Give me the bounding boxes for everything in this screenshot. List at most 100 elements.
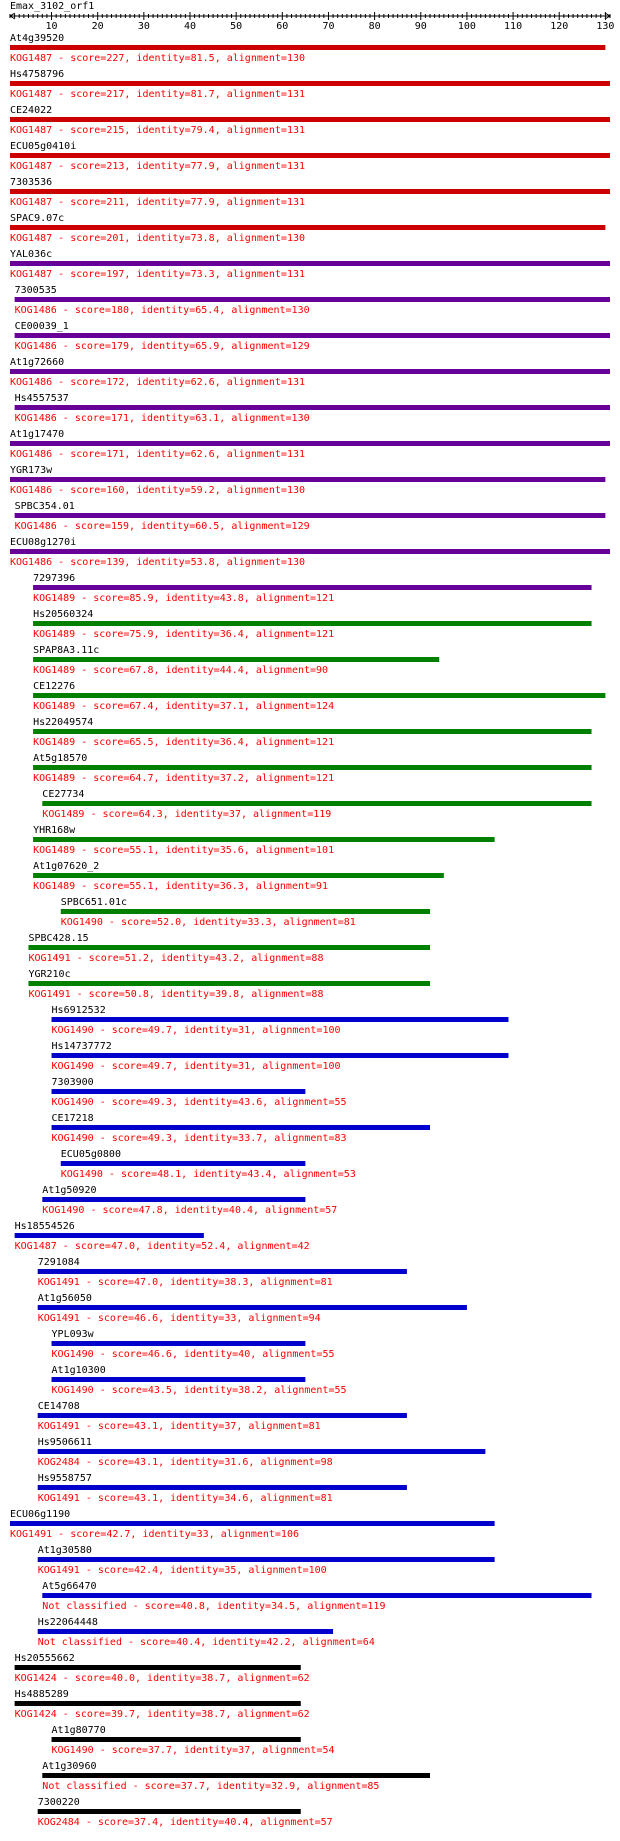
axis-tick-label: 30 xyxy=(138,21,150,32)
hit-track: 7300220 KOG2484 - score=37.4, identity=40… xyxy=(37,1797,333,1828)
position-axis: 10 20 30 40 50 60 70 80 90 100 110 120 130 xyxy=(9,12,614,32)
hit-bar xyxy=(10,189,610,194)
hit-name: CE24022 xyxy=(10,105,52,116)
hit-track: Hs20555662 KOG1424 - score=40.0, identity… xyxy=(14,1653,310,1684)
hit-track: Hs18554526 KOG1487 - score=47.0, identity… xyxy=(14,1221,310,1252)
hit-track: At1g72660 KOG1486 - score=172, identity=6… xyxy=(10,357,610,388)
hit-bar xyxy=(37,1629,334,1634)
hit-description: KOG1489 - score=67.8, identity=44.4, ali… xyxy=(33,665,328,676)
hit-track: SPAC9.07c KOG1487 - score=201, identity=7… xyxy=(10,213,606,244)
hit-bar xyxy=(51,1089,306,1094)
hit-description: KOG1491 - score=46.6, identity=33, align… xyxy=(38,1313,321,1324)
hit-tracks: At4g39520 KOG1487 - score=227, identity=8… xyxy=(10,33,611,1828)
hit-name: Hs18554526 xyxy=(15,1221,75,1232)
hit-bar xyxy=(14,1233,204,1238)
hit-track: SPBC651.01c KOG1490 - score=52.0, identit… xyxy=(60,897,431,928)
hit-description: KOG1491 - score=42.4, identity=35, align… xyxy=(38,1565,327,1576)
hit-name: At5g18570 xyxy=(33,753,87,764)
hit-description: KOG1490 - score=47.8, identity=40.4, ali… xyxy=(42,1205,337,1216)
hit-bar xyxy=(14,405,611,410)
hit-name: Hs14737772 xyxy=(52,1041,112,1052)
hit-track: At1g10300 KOG1490 - score=43.5, identity=… xyxy=(51,1365,347,1396)
hit-bar xyxy=(37,1305,467,1310)
hit-name: Hs4557537 xyxy=(15,393,69,404)
hit-bar xyxy=(42,1593,592,1598)
hit-bar xyxy=(51,1017,509,1022)
hit-track: SPBC354.01 KOG1486 - score=159, identity=… xyxy=(14,501,606,532)
hit-bar xyxy=(10,225,606,230)
hit-bar xyxy=(10,369,610,374)
hit-name: Hs4758796 xyxy=(10,69,64,80)
hit-track: 7291084 KOG1491 - score=47.0, identity=38… xyxy=(37,1257,407,1288)
hit-name: At1g30960 xyxy=(42,1761,96,1772)
hit-bar xyxy=(33,585,592,590)
query-title: Emax_3102_orf1 xyxy=(10,1,94,12)
hit-bar xyxy=(37,1269,407,1274)
hit-bar xyxy=(14,1701,301,1706)
hit-track: 7300535 KOG1486 - score=180, identity=65.… xyxy=(14,285,611,316)
hit-description: KOG1491 - score=43.1, identity=34.6, ali… xyxy=(38,1493,333,1504)
hit-track: CE12276 KOG1489 - score=67.4, identity=37… xyxy=(33,681,606,712)
hit-name: At1g07620_2 xyxy=(33,861,99,872)
hit-name: 7297396 xyxy=(33,573,75,584)
axis-tick-label: 50 xyxy=(230,21,242,32)
hit-bar xyxy=(37,1485,407,1490)
hit-track: At1g80770 KOG1490 - score=37.7, identity=… xyxy=(51,1725,335,1756)
hit-name: 7291084 xyxy=(38,1257,80,1268)
hit-name: YHR168w xyxy=(33,825,76,836)
hit-name: Hs9506611 xyxy=(38,1437,92,1448)
hit-bar xyxy=(33,837,495,842)
hit-description: KOG1490 - score=49.3, identity=33.7, ali… xyxy=(52,1133,347,1144)
hit-name: YAL036c xyxy=(10,249,52,260)
hit-description: KOG1489 - score=75.9, identity=36.4, ali… xyxy=(33,629,334,640)
hit-bar xyxy=(10,1521,495,1526)
hit-track: At4g39520 KOG1487 - score=227, identity=8… xyxy=(10,33,606,64)
hit-bar xyxy=(14,333,611,338)
hit-bar xyxy=(42,1197,306,1202)
hit-description: KOG1491 - score=50.8, identity=39.8, ali… xyxy=(28,989,323,1000)
hit-bar xyxy=(42,1773,431,1778)
hit-track: At1g30580 KOG1491 - score=42.4, identity=… xyxy=(37,1545,495,1576)
hit-name: 7300220 xyxy=(38,1797,80,1808)
hit-name: SPBC354.01 xyxy=(15,501,75,512)
hit-description: KOG1424 - score=39.7, identity=38.7, ali… xyxy=(15,1709,310,1720)
hit-description: KOG1489 - score=67.4, identity=37.1, ali… xyxy=(33,701,334,712)
hit-name: SPBC428.15 xyxy=(28,933,88,944)
hit-name: Hs6912532 xyxy=(52,1005,106,1016)
hit-bar xyxy=(42,801,592,806)
hit-track: ECU05g0410i KOG1487 - score=213, identity… xyxy=(10,141,610,172)
hit-name: 7303536 xyxy=(10,177,52,188)
hit-description: KOG1487 - score=47.0, identity=52.4, ali… xyxy=(15,1241,310,1252)
hit-description: KOG1490 - score=49.3, identity=43.6, ali… xyxy=(52,1097,347,1108)
hit-description: KOG1490 - score=46.6, identity=40, align… xyxy=(52,1349,335,1360)
hit-description: KOG1486 - score=180, identity=65.4, alig… xyxy=(15,305,310,316)
hit-name: ECU05g0800 xyxy=(61,1149,121,1160)
hit-description: KOG1491 - score=42.7, identity=33, align… xyxy=(10,1529,299,1540)
axis-tick-label: 20 xyxy=(92,21,104,32)
hit-description: Not classified - score=40.8, identity=34… xyxy=(42,1601,385,1612)
hit-description: KOG1487 - score=201, identity=73.8, alig… xyxy=(10,233,305,244)
hit-bar xyxy=(10,117,610,122)
hit-description: KOG1491 - score=47.0, identity=38.3, ali… xyxy=(38,1277,333,1288)
hit-track: YAL036c KOG1487 - score=197, identity=73.… xyxy=(10,249,610,280)
hit-description: KOG1487 - score=197, identity=73.3, alig… xyxy=(10,269,305,280)
hit-description: KOG1487 - score=211, identity=77.9, alig… xyxy=(10,197,305,208)
hit-name: Hs22049574 xyxy=(33,717,93,728)
hit-bar xyxy=(28,945,430,950)
hit-track: Hs4885289 KOG1424 - score=39.7, identity=… xyxy=(14,1689,310,1720)
hit-bar xyxy=(51,1377,306,1382)
hit-bar xyxy=(10,153,610,158)
hit-description: KOG1490 - score=37.7, identity=37, align… xyxy=(52,1745,335,1756)
hit-track: CE17218 KOG1490 - score=49.3, identity=33… xyxy=(51,1113,431,1144)
hit-bar xyxy=(37,1809,301,1814)
hit-name: CE27734 xyxy=(42,789,84,800)
hit-track: At1g17470 KOG1486 - score=171, identity=6… xyxy=(10,429,610,460)
hit-track: 7297396 KOG1489 - score=85.9, identity=43… xyxy=(33,573,592,604)
axis-tick-label: 100 xyxy=(458,21,476,32)
hit-bar xyxy=(33,621,592,626)
hit-name: Hs22064448 xyxy=(38,1617,98,1628)
hit-track: CE00039_1 KOG1486 - score=179, identity=6… xyxy=(14,321,611,352)
axis-tick-label: 130 xyxy=(596,21,614,32)
hit-track: At5g66470 Not classified - score=40.8, id… xyxy=(42,1581,592,1612)
